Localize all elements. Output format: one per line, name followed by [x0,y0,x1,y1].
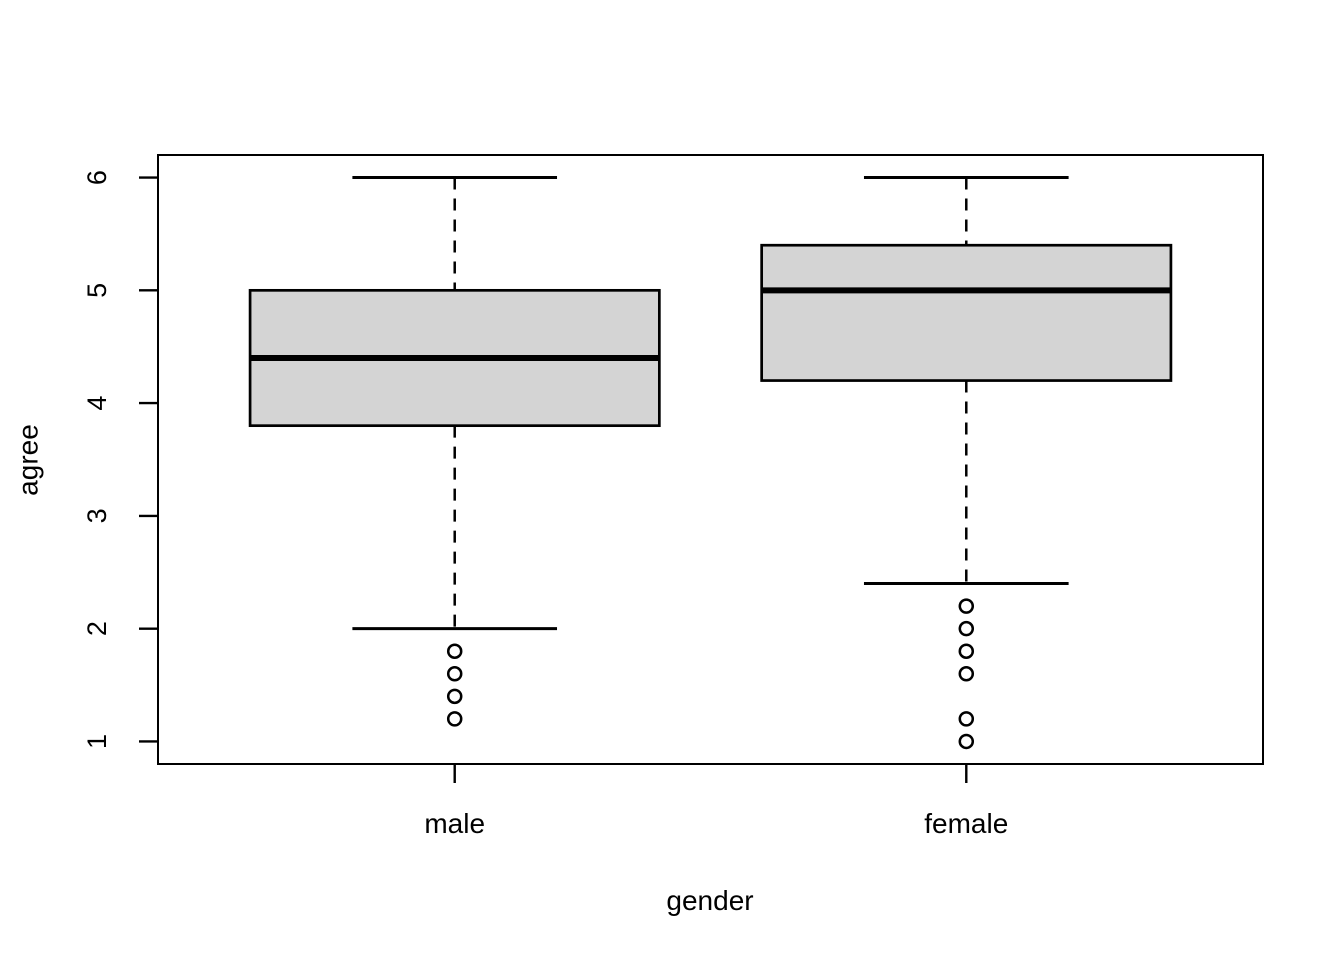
outlier-point-male [446,643,463,659]
x-axis-title: gender [666,885,753,916]
outlier-point-female [958,643,975,659]
category-label-female: female [924,808,1008,839]
category-label-male: male [424,808,485,839]
y-tick-label: 5 [82,283,112,298]
outlier-point-female [958,711,975,727]
outlier-point-female [958,620,975,637]
y-tick-label: 6 [82,170,112,185]
y-tick-label: 3 [82,508,112,523]
plot-area: 1 2 3 4 5 6 male female [82,154,1264,839]
plot-border [157,154,1264,765]
y-tick-label: 2 [82,621,112,636]
iqr-box-female [760,243,1173,382]
y-tick-label: 4 [82,396,112,411]
outlier-point-female [958,666,975,682]
outlier-point-female [958,598,975,614]
y-axis-title: agree [13,424,44,496]
outlier-point-female [958,733,975,750]
outlier-point-male [446,688,463,705]
outlier-point-male [446,666,463,682]
outlier-point-male [446,711,463,727]
y-tick-label: 1 [82,734,112,749]
